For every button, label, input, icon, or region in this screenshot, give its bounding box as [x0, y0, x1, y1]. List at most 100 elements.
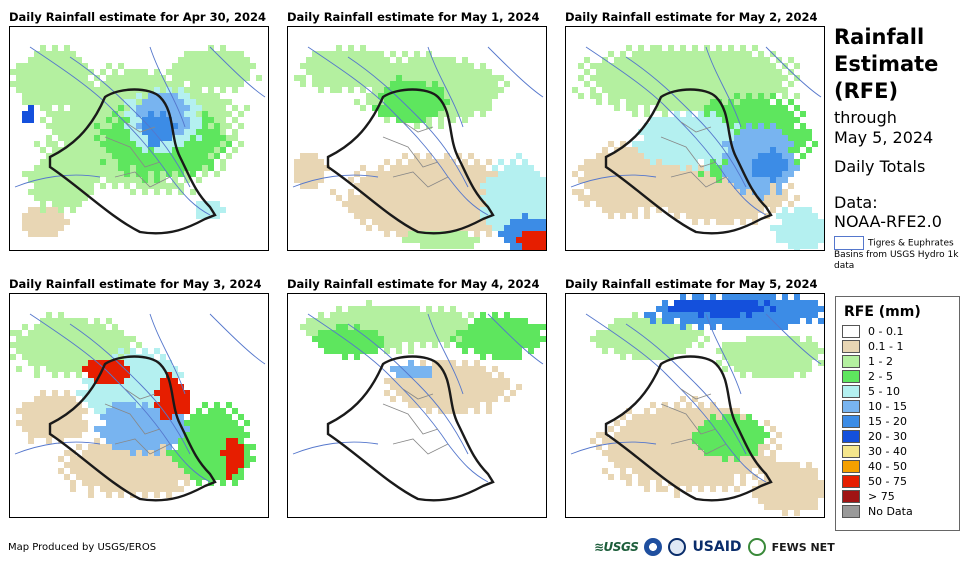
- rainfall-field: [10, 312, 256, 498]
- legend-item: 2 - 5: [842, 369, 959, 384]
- rainfall-field: [294, 45, 546, 250]
- legend-label: > 75: [868, 490, 895, 503]
- rainfall-map-1: [9, 26, 269, 251]
- river-line: [209, 46, 266, 98]
- main-title: Rainfall Estimate (RFE): [834, 24, 938, 105]
- usgs-logo: ≋USGS: [594, 540, 639, 554]
- admin-boundary: [382, 403, 439, 435]
- legend-label: 1 - 2: [868, 355, 893, 368]
- rainfall-field: [572, 45, 824, 250]
- legend-swatch: [842, 385, 860, 398]
- river-line: [292, 174, 379, 188]
- data-label: Data:: [834, 193, 878, 212]
- admin-boundary: [104, 403, 161, 435]
- river-line: [570, 174, 657, 188]
- legend-item: 40 - 50: [842, 459, 959, 474]
- rainfall-field: [590, 294, 824, 516]
- legend-swatch: [842, 505, 860, 518]
- admin-boundary: [114, 171, 171, 188]
- river-line: [149, 46, 186, 128]
- country-border: [604, 88, 773, 235]
- legend-label: 2 - 5: [868, 370, 893, 383]
- panel-title-5: Daily Rainfall estimate for May 4, 2024: [287, 277, 540, 291]
- river-line: [765, 46, 822, 98]
- panel-title-6: Daily Rainfall estimate for May 5, 2024: [565, 277, 818, 291]
- basin-note: Tigres & Euphrates Basins from USGS Hydr…: [834, 236, 964, 272]
- admin-boundary: [124, 388, 156, 400]
- admin-boundary: [104, 136, 161, 168]
- river-line: [292, 441, 379, 455]
- admin-boundary: [660, 136, 717, 168]
- legend-label: 0 - 0.1: [868, 325, 904, 338]
- panel-title-1: Daily Rainfall estimate for Apr 30, 2024: [9, 10, 266, 24]
- admin-boundary: [124, 121, 156, 133]
- river-line: [585, 46, 767, 216]
- country-border: [326, 355, 495, 502]
- usaid-logo: USAID: [692, 539, 742, 555]
- river-line: [29, 46, 211, 216]
- river-line: [570, 441, 657, 455]
- legend-item: 15 - 20: [842, 414, 959, 429]
- legend-label: 0.1 - 1: [868, 340, 904, 353]
- admin-boundary: [392, 438, 449, 455]
- through-label: through: [834, 108, 897, 127]
- admin-boundary: [670, 438, 727, 455]
- admin-boundary: [660, 403, 717, 435]
- legend-label: 15 - 20: [868, 415, 907, 428]
- basin-note-text: Tigres & Euphrates Basins from USGS Hydr…: [834, 238, 959, 272]
- daily-totals-label: Daily Totals: [834, 157, 926, 176]
- panel-title-4: Daily Rainfall estimate for May 3, 2024: [9, 277, 262, 291]
- river-line: [14, 441, 101, 455]
- admin-boundary: [670, 171, 727, 188]
- river-line: [585, 313, 767, 483]
- legend-swatch: [842, 445, 860, 458]
- panel-title-3: Daily Rainfall estimate for May 2, 2024: [565, 10, 818, 24]
- fewsnet-globe-icon: [747, 538, 766, 556]
- river-line: [347, 323, 469, 455]
- rainfall-map-5: [287, 293, 547, 518]
- legend-swatch: [842, 340, 860, 353]
- legend-swatch: [842, 325, 860, 338]
- admin-boundary: [402, 121, 434, 133]
- admin-boundary: [392, 171, 449, 188]
- river-line: [487, 46, 544, 98]
- country-border: [326, 88, 495, 235]
- river-line: [307, 313, 489, 483]
- credit-text: Map Produced by USGS/EROS: [8, 542, 157, 553]
- data-source: NOAA-RFE2.0: [834, 212, 942, 231]
- admin-boundary: [382, 136, 439, 168]
- main-title-line-2: Estimate: [834, 52, 939, 76]
- legend-item: 0.1 - 1: [842, 339, 959, 354]
- legend-label: 20 - 30: [868, 430, 907, 443]
- rainfall-map-4: [9, 293, 269, 518]
- river-line: [765, 313, 822, 365]
- legend-swatch: [842, 415, 860, 428]
- river-line: [705, 313, 742, 395]
- river-line: [29, 313, 211, 483]
- legend-item: 30 - 40: [842, 444, 959, 459]
- river-line: [149, 313, 186, 395]
- basin-swatch: [834, 236, 864, 250]
- legend-item: 10 - 15: [842, 399, 959, 414]
- legend-rows: 0 - 0.1 0.1 - 1 1 - 2 2 - 5 5 - 10 10 - 15 15 …: [836, 324, 959, 519]
- logo-strip: ≋USGS USAID FEWS NET: [594, 538, 835, 556]
- legend-item: 1 - 2: [842, 354, 959, 369]
- legend-label: 30 - 40: [868, 445, 907, 458]
- rainfall-map-6: [565, 293, 825, 518]
- legend-item: No Data: [842, 504, 959, 519]
- river-line: [625, 56, 747, 188]
- panel-title-2: Daily Rainfall estimate for May 1, 2024: [287, 10, 540, 24]
- admin-boundary: [680, 388, 712, 400]
- legend-item: 5 - 10: [842, 384, 959, 399]
- rfe-legend: RFE (mm) 0 - 0.1 0.1 - 1 1 - 2 2 - 5 5 - 10 1…: [835, 296, 960, 531]
- legend-item: 20 - 30: [842, 429, 959, 444]
- legend-label: 10 - 15: [868, 400, 907, 413]
- nasa-seal-icon: [668, 538, 687, 556]
- admin-boundary: [114, 438, 171, 455]
- river-line: [347, 56, 469, 188]
- river-line: [307, 46, 489, 216]
- rainfall-field: [10, 45, 262, 237]
- legend-title: RFE (mm): [844, 304, 921, 320]
- river-line: [705, 46, 742, 128]
- country-border: [604, 355, 773, 502]
